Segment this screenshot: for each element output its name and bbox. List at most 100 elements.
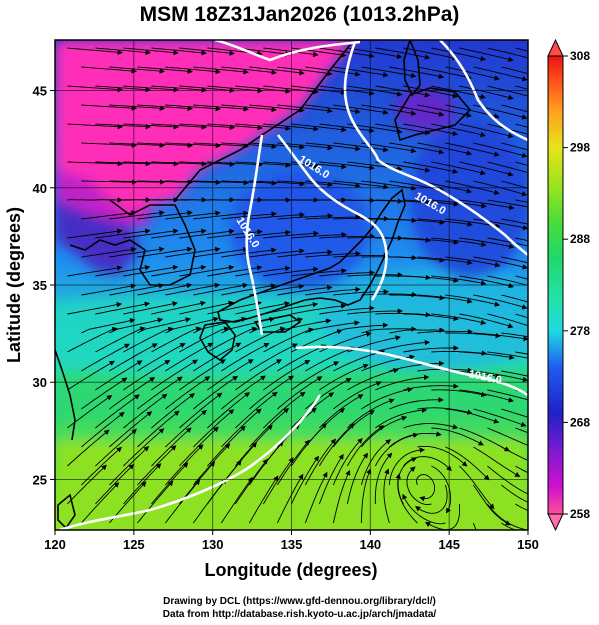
streamline bbox=[81, 446, 122, 486]
streamline bbox=[277, 344, 327, 372]
streamline bbox=[137, 317, 192, 334]
streamline bbox=[123, 301, 178, 315]
streamline bbox=[193, 210, 249, 220]
streamline bbox=[151, 300, 206, 315]
streamline bbox=[347, 272, 404, 278]
streamline bbox=[81, 343, 130, 372]
x-axis-label: Longitude (degrees) bbox=[204, 560, 377, 580]
x-tick-label: 125 bbox=[123, 537, 145, 552]
streamline bbox=[445, 408, 500, 424]
streamline bbox=[249, 104, 305, 113]
streamline bbox=[431, 313, 487, 325]
isobar-south-west bbox=[59, 394, 322, 530]
isobar-1016-south bbox=[295, 345, 528, 397]
streamline bbox=[207, 359, 254, 391]
streamline bbox=[389, 142, 445, 155]
gridlines bbox=[55, 40, 528, 530]
streamline bbox=[383, 468, 390, 524]
streamline bbox=[347, 368, 399, 391]
streamline bbox=[473, 446, 521, 478]
streamline bbox=[347, 308, 404, 315]
colorbar-ramp bbox=[547, 55, 564, 515]
streamline bbox=[305, 250, 361, 258]
streamline bbox=[347, 47, 403, 59]
streamline bbox=[109, 411, 153, 448]
streamline bbox=[221, 142, 277, 150]
isobar-1016-mid bbox=[276, 134, 388, 301]
streamline bbox=[431, 161, 486, 176]
streamline bbox=[263, 391, 306, 429]
streamline bbox=[417, 104, 473, 118]
streamline bbox=[179, 264, 235, 277]
streamline bbox=[304, 471, 328, 524]
streamline bbox=[95, 85, 151, 93]
streamline bbox=[109, 246, 165, 258]
streamline bbox=[123, 123, 180, 130]
y-tick-label: 30 bbox=[33, 375, 47, 390]
streamline bbox=[389, 294, 445, 301]
streamline bbox=[235, 301, 291, 315]
streamline bbox=[487, 199, 528, 208]
streamline bbox=[81, 482, 120, 524]
streamline bbox=[417, 66, 473, 80]
streamline bbox=[249, 375, 295, 410]
streamline bbox=[305, 142, 361, 152]
streamline bbox=[277, 213, 334, 220]
streamline bbox=[165, 104, 221, 112]
streamline bbox=[67, 265, 123, 277]
streamline bbox=[263, 360, 311, 391]
streamline bbox=[81, 283, 137, 296]
streamline bbox=[81, 411, 125, 448]
streamline bbox=[431, 275, 487, 286]
streamline bbox=[319, 305, 375, 315]
streamline bbox=[515, 199, 528, 203]
streamline bbox=[165, 409, 207, 448]
streamline bbox=[151, 228, 207, 239]
streamline bbox=[81, 246, 137, 258]
streamline bbox=[235, 359, 282, 391]
streamline bbox=[123, 85, 179, 93]
streamline bbox=[290, 455, 320, 505]
streamline bbox=[137, 246, 193, 258]
streamline bbox=[193, 66, 249, 75]
streamline bbox=[375, 311, 432, 318]
streamline bbox=[403, 345, 459, 353]
streamline bbox=[445, 180, 500, 195]
streamline bbox=[165, 142, 222, 149]
streamline bbox=[123, 428, 165, 467]
streamline bbox=[333, 142, 389, 153]
streamline bbox=[403, 275, 459, 283]
streamline bbox=[277, 66, 333, 77]
streamline bbox=[123, 393, 168, 429]
streamline bbox=[67, 360, 115, 391]
streamline bbox=[459, 161, 514, 177]
streamline bbox=[459, 389, 514, 403]
streamline bbox=[389, 218, 445, 225]
streamline bbox=[221, 104, 277, 113]
colorbar-tick-label: 268 bbox=[570, 415, 590, 429]
streamline bbox=[305, 66, 361, 77]
streamline bbox=[137, 480, 174, 524]
streamline bbox=[207, 229, 263, 239]
streamline bbox=[374, 452, 393, 505]
streamline bbox=[473, 256, 528, 270]
streamline bbox=[431, 389, 487, 398]
streamline bbox=[459, 85, 514, 100]
streamline bbox=[277, 180, 333, 188]
streamline bbox=[81, 318, 136, 334]
streamline bbox=[207, 265, 263, 277]
streamline bbox=[333, 180, 389, 190]
streamline bbox=[221, 342, 270, 372]
streamline bbox=[249, 343, 298, 372]
y-axis-label: Latitude (degrees) bbox=[4, 207, 24, 363]
y-tick-label: 45 bbox=[33, 84, 47, 99]
y-axis: 25 30 35 40 45 bbox=[33, 84, 55, 487]
x-tick-label: 130 bbox=[202, 537, 224, 552]
streamline bbox=[515, 275, 528, 280]
streamline bbox=[403, 199, 459, 207]
streamline bbox=[431, 47, 486, 62]
streamline bbox=[263, 47, 319, 58]
streamline bbox=[487, 313, 528, 327]
streamline bbox=[319, 123, 375, 134]
streamline bbox=[459, 351, 515, 360]
